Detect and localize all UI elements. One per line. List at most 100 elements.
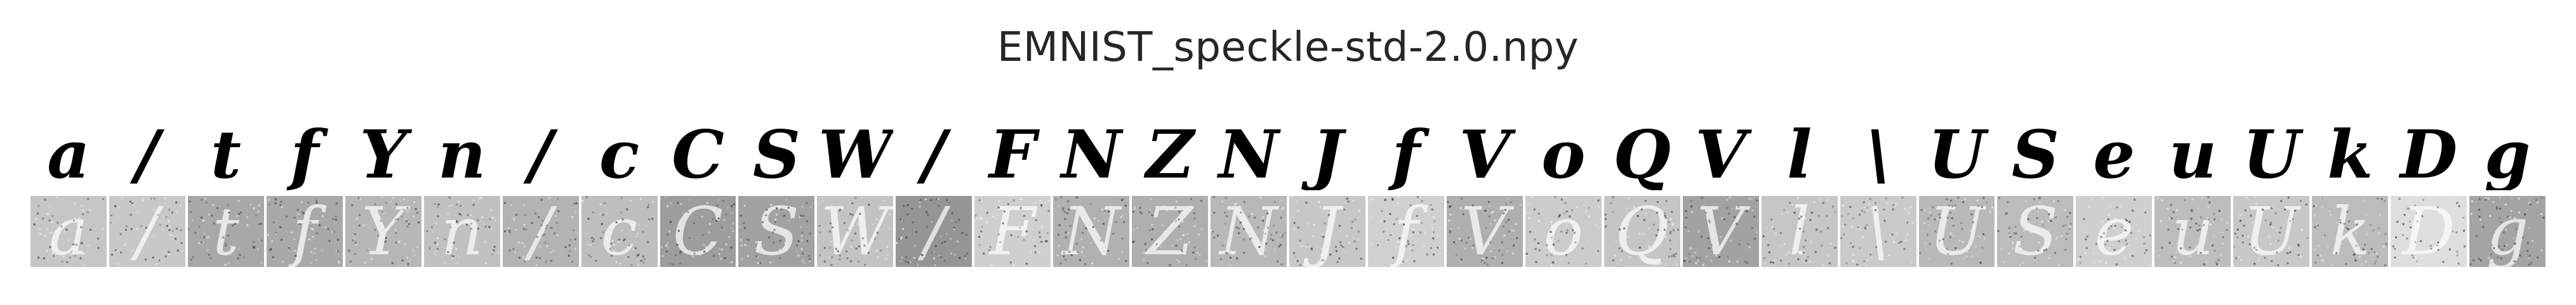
noisy-sample-glyph: Q [1615, 196, 1670, 267]
clean-sample-glyph: / [528, 119, 553, 190]
noisy-sample-glyph: f [292, 196, 317, 267]
noisy-sample-glyph: V [1461, 196, 1509, 267]
noisy-sample-tile: n [423, 196, 500, 267]
noisy-sample-glyph: U [2243, 196, 2300, 267]
clean-sample-glyph: c [599, 119, 640, 190]
clean-sample-tile: Y [345, 119, 422, 190]
clean-sample-tile: u [2154, 119, 2231, 190]
clean-sample-tile: c [581, 119, 658, 190]
noisy-sample-tile: \ [1840, 196, 1916, 267]
clean-sample-glyph: U [1928, 119, 1986, 190]
clean-sample-tile: J [1289, 119, 1365, 190]
figure-title: EMNIST_speckle-std-2.0.npy [997, 24, 1579, 71]
noisy-sample-glyph: l [1788, 196, 1810, 267]
clean-sample-tile: S [1997, 119, 2074, 190]
noisy-sample-tile: C [660, 196, 736, 267]
clean-sample-tile: U [2233, 119, 2310, 190]
clean-sample-glyph: f [290, 119, 319, 190]
noisy-sample-glyph: J [1314, 196, 1341, 267]
clean-sample-tile: C [660, 119, 736, 190]
noisy-sample-tile: U [2233, 196, 2310, 267]
noisy-sample-tile: N [1053, 196, 1130, 267]
noisy-sample-tile: N [1211, 196, 1287, 267]
clean-sample-tile: a [30, 119, 107, 190]
clean-sample-glyph: D [2400, 119, 2458, 190]
noisy-sample-tile: f [266, 196, 343, 267]
clean-sample-tile: / [109, 119, 185, 190]
clean-sample-tile: Z [1132, 119, 1209, 190]
clean-sample-tile: S [738, 119, 815, 190]
clean-sample-tile: Q [1603, 119, 1680, 190]
clean-sample-tile: N [1053, 119, 1130, 190]
clean-sample-glyph: N [1218, 119, 1279, 190]
noisy-sample-glyph: V [1697, 196, 1745, 267]
noisy-sample-tile: U [1918, 196, 1995, 267]
noisy-sample-tile: u [2154, 196, 2231, 267]
clean-sample-glyph: V [1459, 119, 1511, 190]
noisy-sample-glyph: N [1062, 196, 1120, 267]
noisy-sample-glyph: \ [1867, 196, 1890, 267]
noisy-sample-glyph: o [1543, 196, 1584, 267]
clean-sample-tile: \ [1840, 119, 1916, 190]
noisy-sample-tile: e [2076, 196, 2153, 267]
clean-sample-tile: k [2312, 119, 2389, 190]
noisy-sample-glyph: Z [1146, 196, 1193, 267]
clean-sample-glyph: W [818, 119, 893, 190]
noisy-sample-glyph: a [48, 196, 88, 267]
clean-sample-tile: F [974, 119, 1051, 190]
clean-sample-tile: f [266, 119, 343, 190]
clean-sample-glyph: a [47, 119, 90, 190]
clean-sample-glyph: Z [1146, 119, 1195, 190]
noisy-sample-glyph: / [922, 196, 945, 267]
noisy-sample-glyph: C [672, 196, 724, 267]
clean-sample-glyph: k [2327, 119, 2374, 190]
noisy-sample-glyph: N [1219, 196, 1278, 267]
noisy-sample-tile: Z [1132, 196, 1209, 267]
clean-sample-glyph: \ [1866, 119, 1890, 190]
noisy-sample-tile: S [1997, 196, 2074, 267]
noisy-sample-glyph: / [529, 196, 552, 267]
noisy-sample-glyph: W [821, 196, 889, 267]
clean-sample-glyph: Q [1613, 119, 1671, 190]
noisy-sample-tile: D [2391, 196, 2467, 267]
noisy-sample-tile: a [30, 196, 107, 267]
noisy-sample-glyph: g [2486, 196, 2529, 267]
noisy-sample-glyph: c [601, 196, 638, 267]
noisy-sample-glyph: e [2094, 196, 2134, 267]
noisy-sample-glyph: S [754, 196, 800, 267]
clean-sample-glyph: / [135, 119, 159, 190]
noisy-sample-glyph: k [2330, 196, 2370, 267]
noisy-sample-glyph: u [2171, 196, 2214, 267]
clean-sample-glyph: Y [359, 119, 407, 190]
noisy-sample-tile: k [2312, 196, 2389, 267]
clean-sample-tile: g [2469, 119, 2546, 190]
noisy-sample-tile: W [817, 196, 894, 267]
clean-sample-glyph: F [989, 119, 1037, 190]
noisy-sample-glyph: Y [361, 196, 406, 267]
noisy-sample-glyph: / [136, 196, 159, 267]
clean-sample-tile: V [1682, 119, 1759, 190]
noisy-sample-tile: Y [345, 196, 422, 267]
clean-sample-glyph: u [2168, 119, 2217, 190]
noisy-sample-tile: c [581, 196, 658, 267]
noisy-sample-glyph: t [212, 196, 239, 267]
noisy-sample-glyph: D [2402, 196, 2455, 267]
clean-sample-glyph: t [210, 119, 241, 190]
clean-sample-tile: n [423, 119, 500, 190]
clean-sample-tile: l [1761, 119, 1838, 190]
noisy-sample-tile: / [896, 196, 973, 267]
clean-sample-tile: W [817, 119, 894, 190]
noisy-sample-tile: F [974, 196, 1051, 267]
noisy-sample-glyph: F [990, 196, 1036, 267]
noisy-sample-tile: l [1761, 196, 1838, 267]
noisy-sample-tile: Q [1603, 196, 1680, 267]
clean-sample-tile: / [502, 119, 579, 190]
noisy-sample-glyph: n [441, 196, 484, 267]
noisy-sample-tile: J [1289, 196, 1365, 267]
clean-sample-glyph: n [437, 119, 486, 190]
clean-sample-tile: V [1446, 119, 1523, 190]
noisy-sample-tile: t [187, 196, 264, 267]
noisy-sample-glyph: U [1929, 196, 1985, 267]
clean-sample-glyph: l [1786, 119, 1812, 190]
